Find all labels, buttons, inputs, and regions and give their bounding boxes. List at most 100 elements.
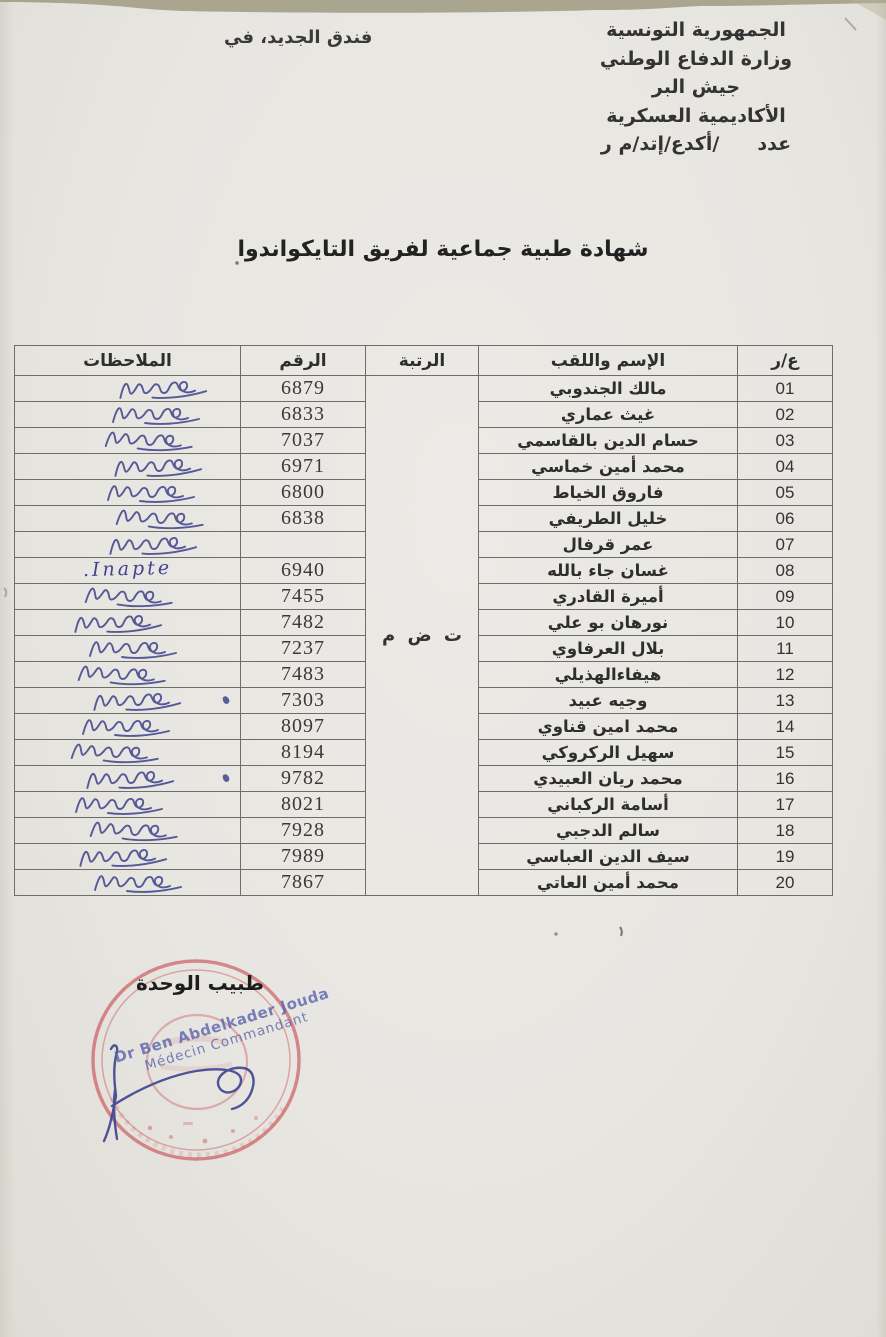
unit-doctor-title: طبيب الوحدة xyxy=(136,971,264,995)
place-date-line: فندق الجديد، في xyxy=(224,27,373,48)
ink-dot-mark xyxy=(221,773,231,783)
row-remark-cell xyxy=(14,817,241,844)
table-row: 12 هيفاءالهذيلي 7483 xyxy=(14,661,833,688)
row-remark-cell xyxy=(14,531,241,558)
remark-content xyxy=(15,610,240,635)
row-name-cell: محمد أمين خماسي xyxy=(478,453,738,480)
table-row: 08 غسان جاء بالله 6940 Inapte. xyxy=(14,556,833,584)
row-name-cell: غيث عماري xyxy=(478,401,738,428)
col-header-number: الرقم xyxy=(240,345,366,376)
number-label: عدد xyxy=(757,133,792,155)
row-name-cell: نورهان بو علي xyxy=(478,609,738,636)
ink-dot-mark xyxy=(221,695,231,705)
remark-content xyxy=(15,454,240,479)
scan-edge-top xyxy=(0,0,886,13)
col-header-name: الإسم واللقب xyxy=(478,345,738,376)
apte-signature-scribble xyxy=(115,509,204,530)
table-row: 17 أسامة الركباني 8021 xyxy=(14,791,833,818)
row-number-cell: 7482 xyxy=(240,609,366,636)
roster-table-body: 01 مالك الجندوبي ت ض م 6879 02 غيث عماري 6833 0… xyxy=(14,375,833,896)
row-name-cell: سيف الدين العباسي xyxy=(478,843,738,870)
row-number-cell: 8097 xyxy=(240,713,366,740)
row-name-cell: محمد أمين العاتي xyxy=(478,869,738,896)
row-name-cell: خليل الطريفي xyxy=(478,505,738,532)
rank-merged-cell: ت ض م xyxy=(365,375,479,896)
row-remark-cell xyxy=(14,401,241,428)
row-remark-cell xyxy=(14,713,241,740)
row-index-cell: 18 xyxy=(737,817,833,844)
remark-content xyxy=(15,766,240,791)
apte-signature-scribble xyxy=(77,665,166,686)
row-index-cell: 06 xyxy=(737,505,833,532)
remark-content xyxy=(15,506,240,531)
row-name-cell: سهيل الركروكي xyxy=(478,739,738,766)
row-number-cell: 6838 xyxy=(240,505,366,532)
row-number-cell xyxy=(240,531,366,558)
table-row: 18 سالم الدجبي 7928 xyxy=(14,817,833,844)
remark-content xyxy=(15,428,240,453)
row-number-cell: 7237 xyxy=(240,635,366,662)
row-name-cell: أميرة القادري xyxy=(478,583,738,610)
apte-signature-scribble xyxy=(86,771,175,789)
row-number-cell: 8021 xyxy=(240,791,366,818)
official-letterhead: الجمهورية التونسية وزارة الدفاع الوطني ج… xyxy=(528,16,864,159)
row-name-cell: محمد امين قناوي xyxy=(478,713,738,740)
row-number-cell: 6971 xyxy=(240,453,366,480)
remark-content xyxy=(15,376,240,401)
medical-roster-table: ع/ر الإسم واللقب الرتبة الرقم الملاحظات … xyxy=(14,345,833,896)
apte-signature-scribble xyxy=(89,641,177,659)
apte-signature-scribble xyxy=(75,797,163,815)
apte-signature-scribble xyxy=(74,615,163,633)
remark-content: Inapte. xyxy=(15,556,240,583)
row-index-cell: 07 xyxy=(737,531,833,558)
row-name-cell: حسام الدين بالقاسمي xyxy=(478,427,738,454)
row-remark-cell xyxy=(14,687,241,714)
table-header-row: ع/ر الإسم واللقب الرتبة الرقم الملاحظات xyxy=(14,345,833,376)
apte-signature-scribble xyxy=(104,431,193,452)
table-row: 03 حسام الدين بالقاسمي 7037 xyxy=(14,427,833,454)
row-index-cell: 12 xyxy=(737,661,833,688)
row-index-cell: 02 xyxy=(737,401,833,428)
row-number-cell: 6833 xyxy=(240,401,366,428)
row-name-cell: عمر قرفال xyxy=(478,531,738,558)
row-name-cell: غسان جاء بالله xyxy=(478,557,738,584)
row-name-cell: هيفاءالهذيلي xyxy=(478,661,738,688)
row-remark-cell xyxy=(14,375,241,402)
row-index-cell: 04 xyxy=(737,453,833,480)
row-number-cell: 8194 xyxy=(240,739,366,766)
row-index-cell: 15 xyxy=(737,739,833,766)
row-name-cell: بلال العرفاوي xyxy=(478,635,738,662)
apte-signature-scribble xyxy=(82,719,170,737)
table-row: 11 بلال العرفاوي 7237 xyxy=(14,635,833,662)
table-row: 02 غيث عماري 6833 xyxy=(14,401,833,428)
apte-signature-scribble xyxy=(107,485,195,503)
letterhead-line: الأكاديمية العسكرية xyxy=(606,104,786,127)
apte-signature-scribble xyxy=(93,693,182,711)
apte-signature-scribble xyxy=(94,875,182,893)
handwritten-inapte-note: Inapte. xyxy=(82,556,173,581)
col-header-rank: الرتبة xyxy=(365,345,479,376)
remark-content xyxy=(15,402,240,427)
row-index-cell: 19 xyxy=(737,843,833,870)
row-name-cell: وجيه عبيد xyxy=(478,687,738,714)
apte-signature-scribble xyxy=(109,537,198,555)
remark-content xyxy=(15,662,240,687)
row-index-cell: 16 xyxy=(737,765,833,792)
document-title: شهادة طبية جماعية لفريق التايكواندوا xyxy=(237,237,649,262)
remark-content xyxy=(15,844,240,869)
row-number-cell: 7483 xyxy=(240,661,366,688)
table-row: 01 مالك الجندوبي ت ض م 6879 xyxy=(14,375,833,896)
row-name-cell: محمد ريان العبيدي xyxy=(478,765,738,792)
apte-signature-scribble xyxy=(84,587,173,608)
remark-content xyxy=(15,584,240,609)
letterhead-line: جيش البر xyxy=(651,76,741,98)
row-index-cell: 05 xyxy=(737,479,833,506)
remark-content xyxy=(15,818,240,843)
row-remark-cell: Inapte. xyxy=(14,556,241,584)
apte-signature-scribble xyxy=(79,849,168,867)
row-number-cell: 7037 xyxy=(240,427,366,454)
row-remark-cell xyxy=(14,453,241,480)
row-name-cell: أسامة الركباني xyxy=(478,791,738,818)
remark-content xyxy=(15,792,240,817)
row-remark-cell xyxy=(14,479,241,506)
